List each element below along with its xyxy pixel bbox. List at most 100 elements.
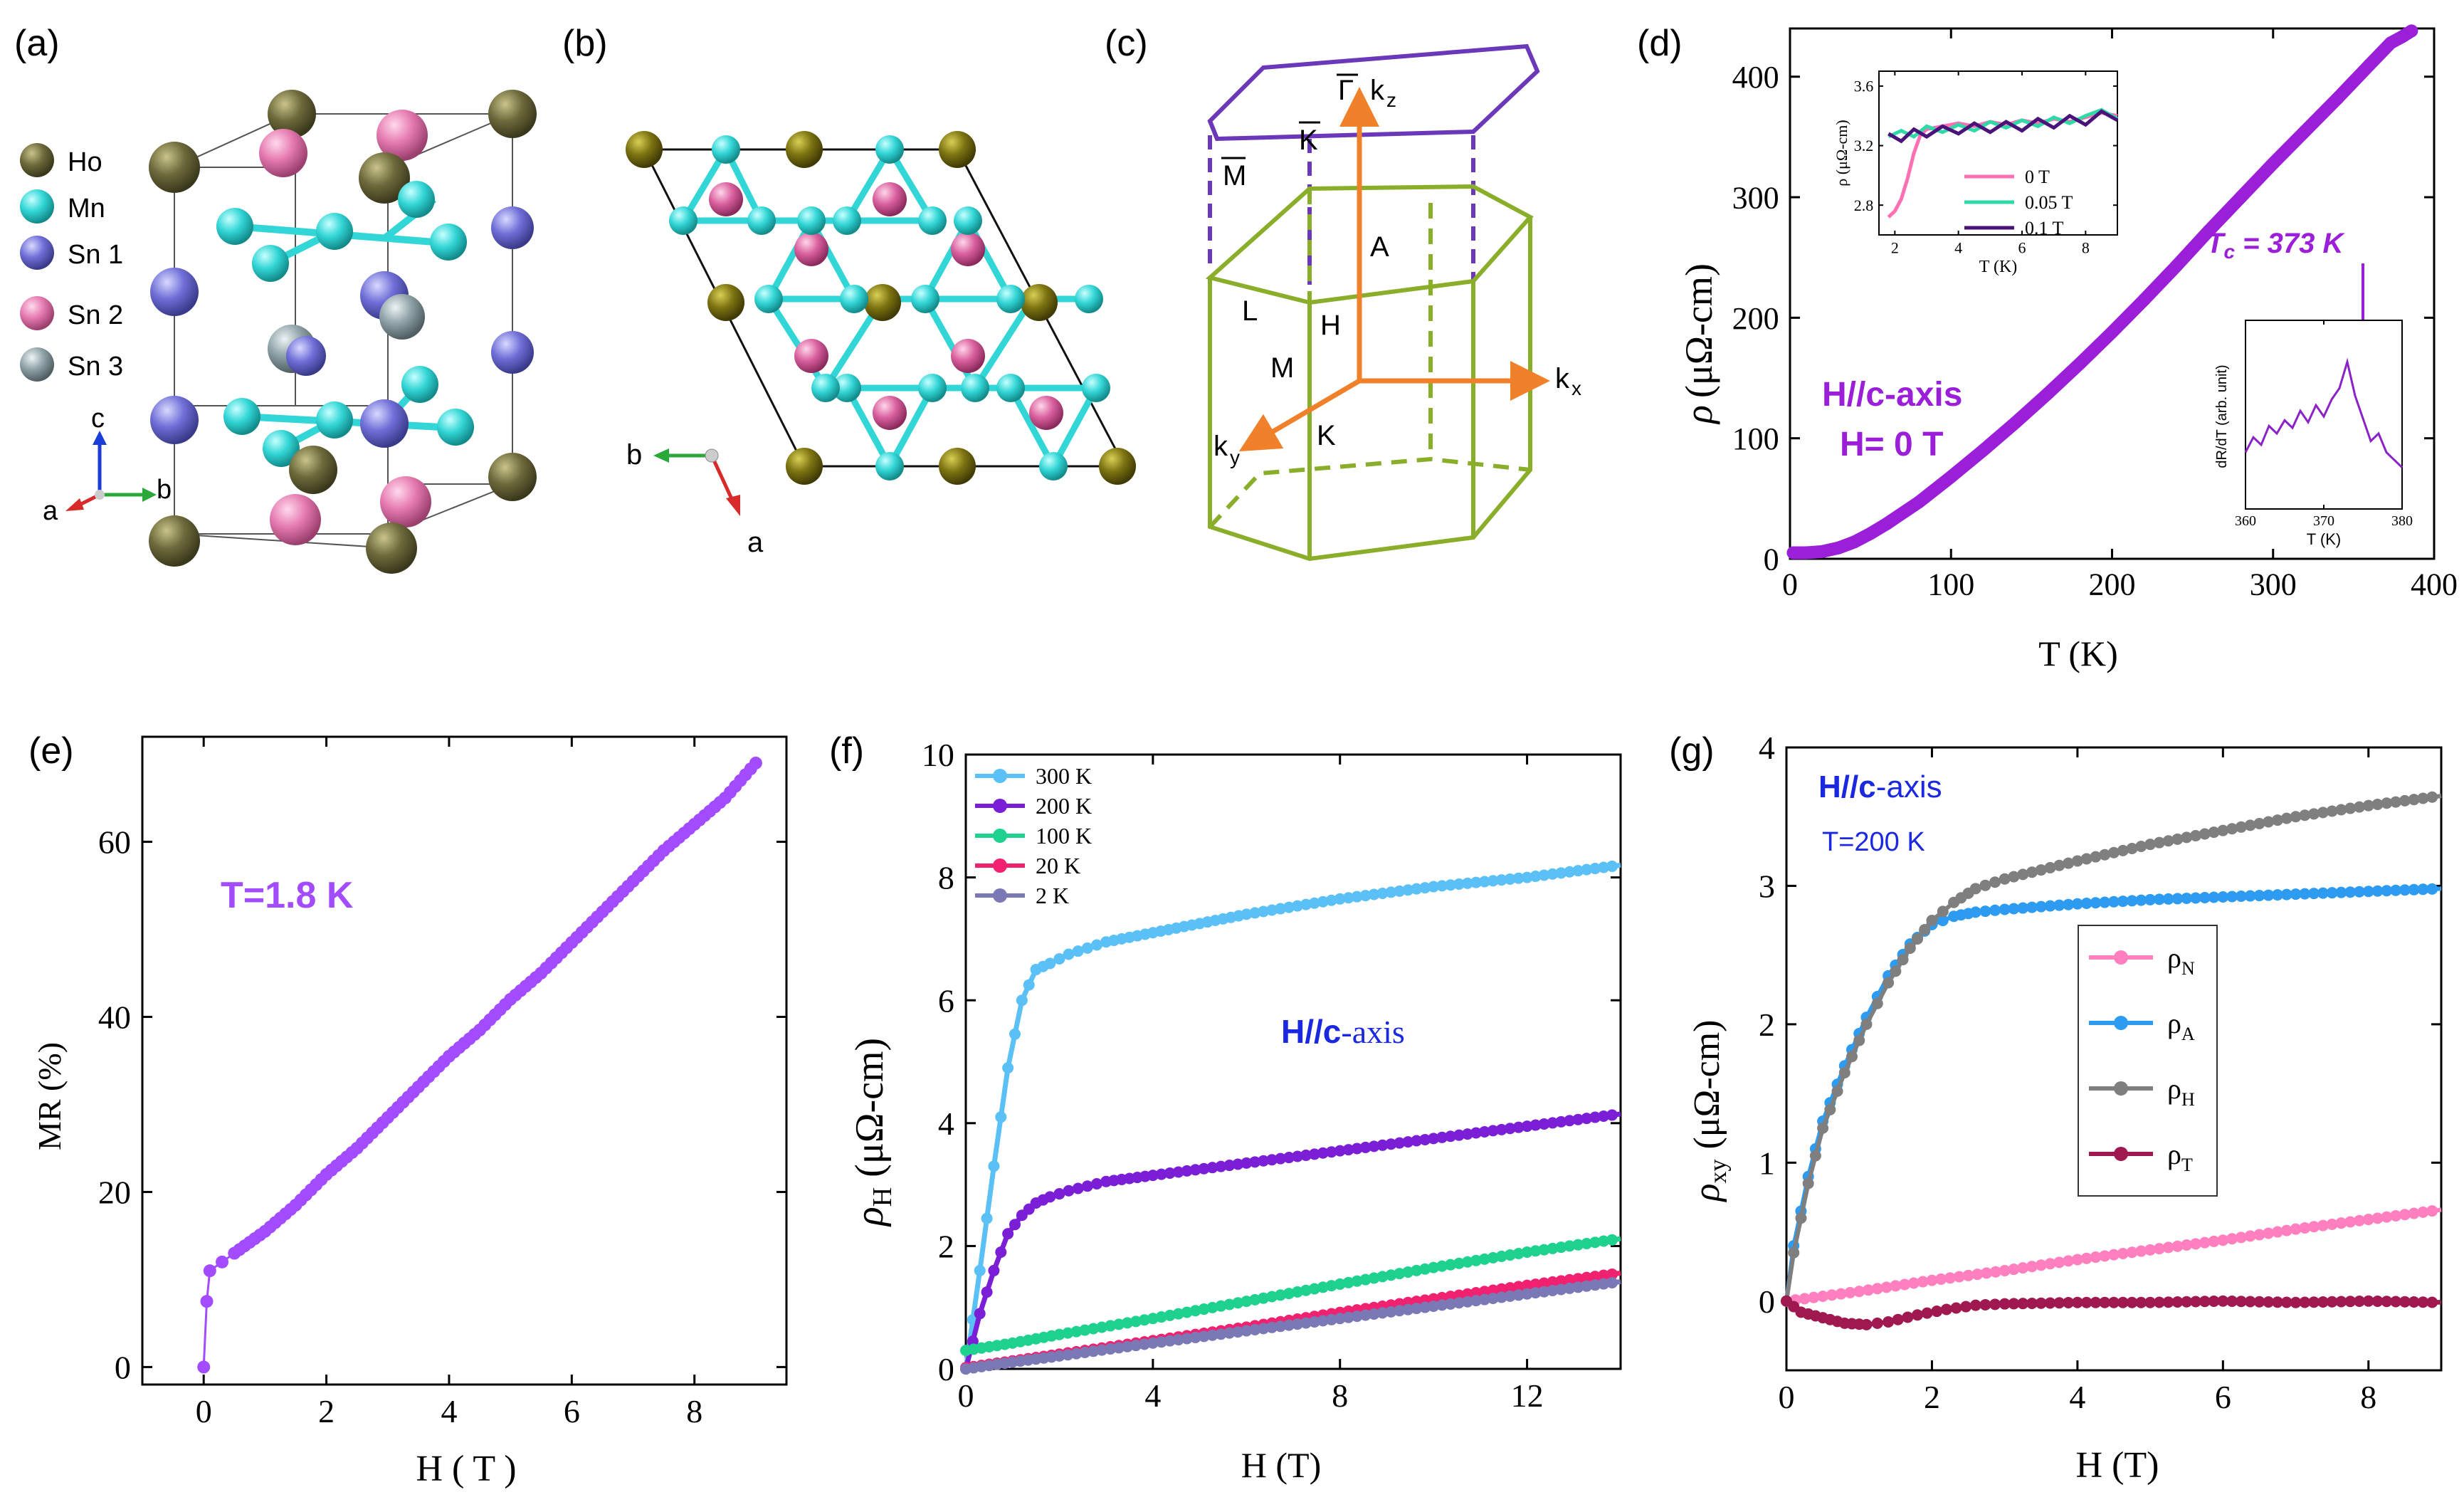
series-f-point bbox=[1394, 885, 1406, 897]
series-f-point bbox=[1394, 1305, 1406, 1317]
series-g-point bbox=[1883, 977, 1895, 989]
series-d-point bbox=[1864, 527, 1878, 540]
series-f-point bbox=[1606, 1109, 1618, 1121]
series-f-point bbox=[1122, 1340, 1134, 1353]
x-tick-label: 0 bbox=[196, 1393, 212, 1429]
annotation-g: H//c-axis bbox=[1818, 770, 1942, 804]
series-g-point bbox=[2253, 890, 2265, 902]
plot-frame bbox=[964, 753, 1622, 1370]
series-g-point bbox=[2063, 1296, 2075, 1308]
series-f-point bbox=[1495, 1291, 1507, 1303]
series-f-point bbox=[1130, 1340, 1142, 1352]
series-g-point bbox=[2308, 888, 2320, 900]
x-tick-label: 4 bbox=[2069, 1379, 2085, 1415]
series-d-point bbox=[2202, 224, 2216, 238]
series-g-point bbox=[2381, 1211, 2393, 1223]
series-f-point bbox=[1198, 1330, 1210, 1343]
series-g-point bbox=[1899, 1278, 1911, 1291]
series-f-point bbox=[1376, 1271, 1389, 1283]
series-f-point bbox=[1275, 903, 1287, 915]
series-g-point bbox=[2299, 1296, 2311, 1308]
ylabel-e: MR (%) bbox=[31, 1042, 68, 1150]
series-f-point bbox=[1436, 880, 1448, 892]
series-f-point bbox=[1249, 1156, 1261, 1168]
series-f-point bbox=[1572, 865, 1584, 877]
series-f-point bbox=[1512, 1121, 1525, 1133]
series-f-point bbox=[1538, 1286, 1550, 1298]
series-f-point bbox=[1581, 1280, 1593, 1292]
series-f-point bbox=[1428, 1261, 1440, 1273]
x-tick-label: 360 bbox=[2235, 513, 2256, 529]
series-f-point bbox=[1606, 860, 1618, 872]
inset-d-lowT-xlabel: T (K) bbox=[1979, 258, 2018, 276]
series-f-point bbox=[1266, 1321, 1278, 1333]
series-f-point bbox=[1376, 1307, 1389, 1319]
x-tick-label: 6 bbox=[2018, 238, 2026, 256]
series-f-point bbox=[1530, 1245, 1542, 1257]
series-g-point bbox=[2208, 1235, 2220, 1247]
series-g-point bbox=[2326, 1296, 2338, 1308]
series-g-point bbox=[2272, 1296, 2283, 1308]
series-g-point bbox=[2399, 794, 2411, 807]
series-f-point bbox=[1555, 1275, 1567, 1287]
series-g-point bbox=[2008, 871, 2020, 883]
series-g-point bbox=[2099, 1296, 2111, 1308]
series-g-point bbox=[1999, 903, 2011, 915]
series-f-point bbox=[1394, 1268, 1406, 1280]
series-g-point bbox=[2263, 1296, 2275, 1308]
series-f-point bbox=[1564, 1282, 1576, 1294]
series-f-point bbox=[1495, 1283, 1507, 1295]
legend-g-marker bbox=[2114, 1147, 2128, 1161]
series-f-point bbox=[1461, 1256, 1473, 1268]
series-f-point bbox=[1334, 893, 1346, 905]
series-g-point bbox=[2381, 1296, 2393, 1308]
x-tick-label: 12 bbox=[1511, 1377, 1544, 1414]
series-f-point bbox=[1512, 1247, 1525, 1259]
series-d-point bbox=[2405, 24, 2418, 38]
x-tick-label: 8 bbox=[2360, 1379, 2376, 1415]
bz-label-h: H bbox=[1320, 310, 1341, 341]
series-g-point bbox=[2417, 883, 2429, 896]
series-f-point bbox=[1504, 1249, 1516, 1261]
bz-label-gamma: Γ bbox=[1338, 75, 1354, 106]
series-f-point bbox=[1258, 1292, 1270, 1304]
series-g-point bbox=[1971, 1269, 1984, 1281]
series-g-point bbox=[2299, 1222, 2311, 1234]
series-f-point bbox=[1411, 1264, 1423, 1276]
legend-f-marker bbox=[993, 799, 1007, 813]
unit-cell-box bbox=[174, 113, 513, 549]
series-f-point bbox=[1564, 1115, 1576, 1127]
series-g-point bbox=[1902, 1311, 1914, 1323]
series-f-point bbox=[1589, 1236, 1601, 1249]
series-g-point bbox=[1799, 1293, 1811, 1305]
series-f-point bbox=[1241, 1325, 1253, 1337]
legend-atom-sn1 bbox=[20, 236, 54, 270]
series-g-point bbox=[2244, 819, 2256, 831]
series-f-point bbox=[1581, 1271, 1593, 1283]
series-g-point bbox=[2035, 864, 2047, 876]
y-tick-label: 60 bbox=[98, 824, 131, 861]
series-f-point bbox=[1581, 1237, 1593, 1249]
series-g-point bbox=[2354, 1214, 2365, 1227]
series-g-point bbox=[2080, 1252, 2092, 1264]
ylabel-f: ρH(μΩ-cm) bbox=[848, 1038, 897, 1227]
kagome-bonds bbox=[678, 142, 1102, 473]
series-g-point bbox=[1853, 1286, 1865, 1298]
series-f-point bbox=[1436, 1299, 1448, 1311]
series-g-point bbox=[1860, 1018, 1873, 1030]
series-g-point bbox=[1788, 1246, 1800, 1259]
series-g-point bbox=[2362, 886, 2374, 898]
series-f-point bbox=[1436, 1131, 1448, 1143]
series-g-point bbox=[2344, 1296, 2357, 1308]
series-g-point bbox=[1904, 942, 1916, 954]
legend-label-mn: Mn bbox=[68, 194, 105, 224]
series-g-point bbox=[2408, 1207, 2420, 1219]
series-f-point bbox=[1105, 1343, 1117, 1355]
series-f-point bbox=[1589, 1271, 1601, 1283]
series-g-point bbox=[1944, 1272, 1956, 1284]
y-tick-label: 3 bbox=[1759, 868, 1775, 905]
series-g-point bbox=[2426, 1205, 2438, 1217]
series-g-point bbox=[2199, 1296, 2211, 1308]
series-g-point bbox=[2235, 821, 2247, 833]
series-g-point bbox=[2381, 797, 2393, 809]
